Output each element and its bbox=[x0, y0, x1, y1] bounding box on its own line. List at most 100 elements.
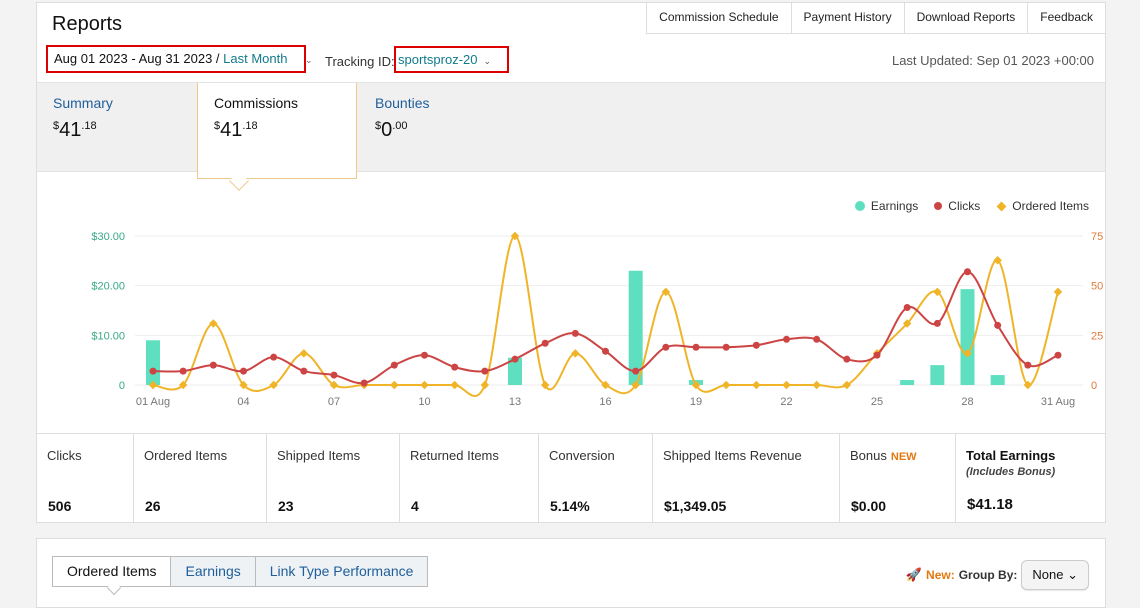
date-preset: Last Month bbox=[223, 51, 288, 66]
ordered-items-point bbox=[239, 380, 248, 390]
tab-commissions[interactable]: Commissions $41.18 bbox=[197, 83, 357, 179]
clicks-point bbox=[1054, 351, 1062, 359]
clicks-point bbox=[451, 363, 459, 371]
earnings-bar bbox=[960, 289, 975, 385]
x-tick-label: 04 bbox=[237, 396, 249, 408]
x-tick-label: 01 Aug bbox=[136, 396, 170, 408]
clicks-point bbox=[541, 339, 549, 347]
x-tick-label: 13 bbox=[509, 396, 521, 408]
ordered-items-point bbox=[631, 380, 640, 390]
download-reports-link[interactable]: Download Reports bbox=[903, 3, 1028, 34]
tracking-id-selector[interactable]: sportsproz-20 ⌄ bbox=[394, 46, 509, 73]
clicks-point bbox=[933, 319, 941, 327]
clicks-point bbox=[209, 361, 217, 369]
legend-clicks[interactable]: Clicks bbox=[934, 199, 980, 213]
stats-row: Clicks 506 Ordered Items 26 Shipped Items 2… bbox=[37, 433, 1105, 523]
stat-shipped-revenue: Shipped Items Revenue $1,349.05 bbox=[653, 434, 840, 523]
ordered-items-point bbox=[842, 380, 852, 390]
x-tick-label: 22 bbox=[780, 396, 792, 408]
ordered-items-point bbox=[933, 287, 942, 297]
earnings-chart: $30.00$20.00$10.0007550250853001 Aug0407… bbox=[91, 231, 1103, 408]
x-tick-label: 31 Aug bbox=[1041, 396, 1075, 408]
clicks-point bbox=[692, 343, 700, 351]
last-updated: Last Updated: Sep 01 2023 +00:00 bbox=[891, 53, 1094, 68]
clicks-point bbox=[421, 351, 428, 359]
stat-ordered-items: Ordered Items 26 bbox=[134, 434, 267, 523]
new-label: New: bbox=[926, 568, 955, 582]
clicks-point bbox=[1024, 361, 1032, 369]
tab-ordered-items[interactable]: Ordered Items bbox=[53, 557, 171, 586]
clicks-point bbox=[813, 335, 821, 343]
x-tick-label: 16 bbox=[599, 396, 611, 408]
clicks-point bbox=[602, 347, 609, 355]
stat-bonus: Bonus NEW $0.00 bbox=[840, 434, 956, 523]
clicks-point bbox=[662, 343, 670, 351]
payment-history-link[interactable]: Payment History bbox=[790, 3, 904, 34]
tab-earnings[interactable]: Earnings bbox=[170, 557, 255, 586]
top-nav: Commission Schedule Payment History Down… bbox=[646, 3, 1105, 34]
clicks-point bbox=[873, 351, 881, 359]
ordered-items-point bbox=[420, 380, 429, 390]
clicks-point bbox=[481, 367, 489, 375]
y-left-tick-label: $30.00 bbox=[91, 231, 125, 243]
legend-earnings-swatch bbox=[854, 201, 865, 211]
page-title: Reports bbox=[52, 13, 123, 35]
stat-shipped-items: Shipped Items 23 bbox=[267, 434, 400, 523]
clicks-point bbox=[270, 353, 278, 361]
ordered-items-point bbox=[178, 380, 188, 390]
earnings-bar bbox=[628, 270, 643, 385]
chart-legend: Earnings Clicks Ordered Items bbox=[839, 199, 1089, 213]
clicks-point bbox=[330, 371, 338, 379]
legend-earnings[interactable]: Earnings bbox=[854, 199, 918, 213]
earnings-bar bbox=[900, 380, 915, 385]
chevron-down-icon: ⌄ bbox=[483, 56, 492, 66]
clicks-point bbox=[240, 367, 247, 375]
stat-clicks: Clicks 506 bbox=[37, 434, 134, 523]
stat-returned-items: Returned Items 4 bbox=[400, 434, 539, 523]
earnings-bar bbox=[146, 340, 160, 385]
clicks-point bbox=[903, 304, 911, 312]
date-range-selector[interactable]: Aug 01 2023 - Aug 31 2023 / Last Month bbox=[46, 45, 306, 73]
commission-schedule-link[interactable]: Commission Schedule bbox=[646, 3, 791, 34]
ordered-items-point bbox=[1053, 287, 1063, 297]
earnings-bar bbox=[990, 375, 1005, 385]
tab-amount: $0.00 bbox=[375, 119, 408, 141]
ordered-items-point bbox=[269, 380, 278, 390]
stat-conversion: Conversion 5.14% bbox=[539, 434, 653, 523]
clicks-point bbox=[179, 367, 187, 375]
ordered-items-point bbox=[601, 380, 610, 390]
y-left-tick-label: 0 bbox=[119, 380, 125, 392]
group-by-label: Group By: bbox=[958, 568, 1018, 582]
stat-total-earnings: Total Earnings (Includes Bonus) $41.18 bbox=[966, 448, 1056, 513]
date-range-text: Aug 01 2023 - Aug 31 2023 / bbox=[54, 51, 220, 66]
feedback-link[interactable]: Feedback bbox=[1027, 3, 1105, 34]
ordered-items-point bbox=[209, 319, 218, 328]
report-tabs: Summary $41.18 Commissions $41.18 Bounti… bbox=[37, 82, 1105, 179]
y-right-clicks-tick-label: 75 bbox=[1091, 231, 1103, 243]
chevron-down-icon[interactable]: ⌄ bbox=[305, 55, 313, 65]
tab-summary[interactable]: Summary $41.18 bbox=[37, 83, 197, 178]
ordered-items-point bbox=[782, 380, 791, 390]
tab-bounties[interactable]: Bounties $0.00 bbox=[359, 83, 519, 178]
x-tick-label: 19 bbox=[690, 396, 702, 408]
tab-link-type-performance[interactable]: Link Type Performance bbox=[254, 557, 428, 586]
ordered-items-point bbox=[329, 380, 339, 390]
clicks-point bbox=[783, 335, 790, 343]
tab-label: Summary bbox=[53, 95, 113, 111]
group-by-select[interactable]: None ⌄ bbox=[1021, 560, 1089, 590]
x-tick-label: 07 bbox=[328, 396, 340, 408]
ordered-items-point bbox=[450, 380, 459, 390]
detail-tabs: Ordered Items Earnings Link Type Perform… bbox=[52, 556, 429, 587]
clicks-point bbox=[964, 268, 971, 276]
legend-ordered-items[interactable]: Ordered Items bbox=[996, 199, 1089, 213]
earnings-bar bbox=[508, 357, 522, 385]
ordered-items-point bbox=[299, 349, 309, 358]
legend-clicks-swatch bbox=[934, 202, 943, 210]
tab-amount: $41.18 bbox=[214, 119, 258, 141]
clicks-point bbox=[511, 355, 519, 363]
x-tick-label: 28 bbox=[961, 396, 973, 408]
ordered-items-point bbox=[661, 287, 671, 297]
clicks-point bbox=[632, 367, 640, 375]
tracking-id-label: Tracking ID: bbox=[325, 54, 395, 69]
clicks-point bbox=[390, 361, 398, 369]
